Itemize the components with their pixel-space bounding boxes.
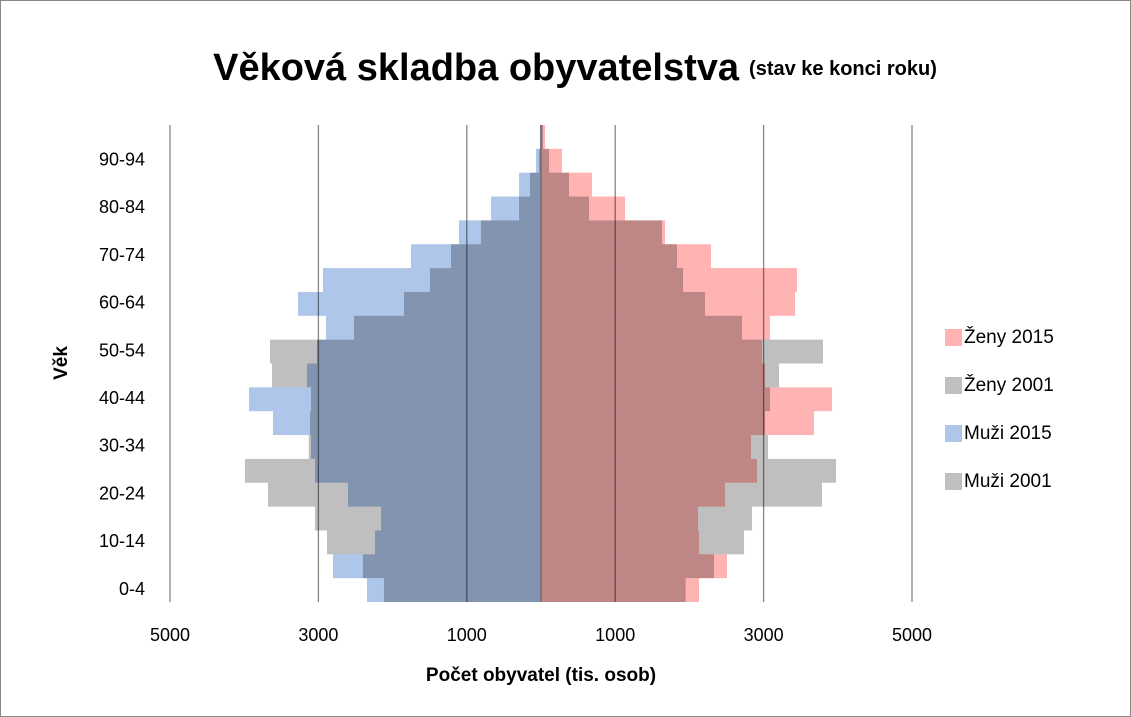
legend-label: Ženy 2001 (964, 374, 1054, 396)
y-tick-label: 40-44 (99, 388, 145, 408)
bar (536, 148, 541, 173)
bar (297, 291, 541, 316)
plot-area: 5000 3000 1000 1000 3000 5000 0-4 10-14 20-24 30-… (99, 125, 932, 645)
bar (541, 482, 726, 507)
legend-swatch (945, 329, 962, 346)
y-tick-label: 60-64 (99, 293, 145, 313)
bar (541, 268, 797, 292)
legend-label: Muži 2015 (964, 423, 1052, 444)
bar (490, 196, 541, 221)
bar (325, 315, 541, 340)
legend-swatch (945, 377, 962, 394)
bar (367, 578, 541, 602)
legend-label: Ženy 2015 (964, 326, 1054, 348)
x-axis-title: Počet obyvatel (tis. osob) (426, 665, 656, 686)
x-tick-label: 1000 (447, 625, 487, 645)
bar (541, 387, 833, 412)
x-tick-label: 5000 (892, 625, 932, 645)
x-tick-label: 5000 (150, 625, 190, 645)
bar (314, 458, 541, 483)
y-tick-label: 0-4 (119, 579, 145, 599)
bar (541, 506, 699, 531)
chart-title: Věková skladba obyvatelstva (213, 47, 740, 89)
bar (541, 220, 665, 245)
bar (519, 172, 541, 197)
bar (459, 220, 541, 245)
chart-subtitle: (stav ke konci roku) (749, 58, 937, 80)
y-tick-label: 70-74 (99, 245, 145, 265)
bar (541, 291, 795, 316)
y-tick-label: 50-54 (99, 340, 145, 360)
bar (541, 172, 592, 197)
x-tick-label: 1000 (595, 625, 635, 645)
bar (541, 411, 814, 436)
bar (249, 387, 541, 412)
x-tick-label: 3000 (298, 625, 338, 645)
y-tick-label: 20-24 (99, 483, 145, 503)
bar (541, 125, 546, 149)
bar (381, 506, 541, 531)
legend-swatch (945, 425, 962, 442)
legend-label: Muži 2001 (964, 471, 1052, 492)
bar (348, 482, 541, 507)
bar (323, 268, 541, 292)
chart-title-line: Věková skladba obyvatelstva (stav ke konc… (213, 47, 937, 89)
bar (541, 148, 562, 173)
x-tick-label: 3000 (744, 625, 784, 645)
bar (541, 339, 762, 364)
y-tick-label: 10-14 (99, 531, 145, 551)
bar (541, 363, 766, 388)
bar (306, 363, 541, 388)
bar (333, 554, 541, 579)
y-tick-label: 30-34 (99, 436, 145, 456)
bar (541, 578, 700, 602)
bar (411, 244, 541, 269)
bar (541, 458, 757, 483)
bar (541, 196, 625, 221)
bar (316, 339, 541, 364)
bar (541, 530, 700, 555)
bar (541, 435, 751, 459)
y-tick-label: 80-84 (99, 197, 145, 217)
legend-swatch (945, 473, 962, 490)
bar (541, 554, 728, 579)
y-tick-label: 90-94 (99, 150, 145, 170)
y-axis-title: Věk (51, 346, 72, 380)
bar (272, 411, 541, 436)
bar (310, 435, 541, 459)
bar (541, 315, 770, 340)
bar (541, 244, 711, 269)
bar (375, 530, 541, 555)
